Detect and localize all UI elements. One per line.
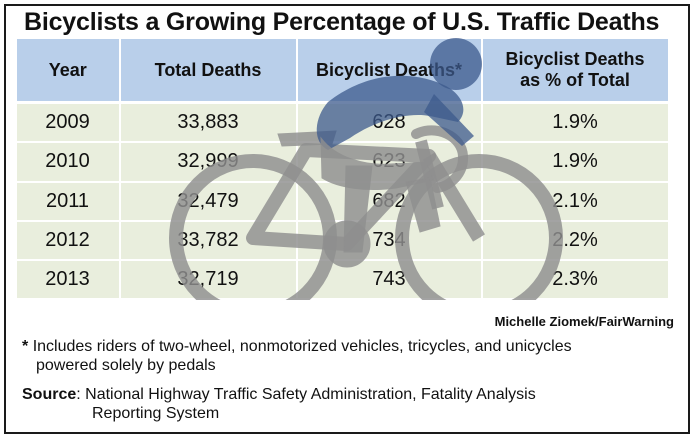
cell-bicyclist-percent: 2.3% <box>481 259 670 301</box>
source-label: Source <box>22 386 77 403</box>
cell-year: 2011 <box>16 181 121 222</box>
data-table-container: Year Total Deaths Bicyclist Deaths* Bicycli… <box>16 38 670 301</box>
cell-bicyclist-deaths: 682 <box>296 181 483 222</box>
header-line: Year <box>48 59 87 80</box>
cell-total-deaths: 32,479 <box>119 181 298 222</box>
footnote: * Includes riders of two-wheel, nonmotor… <box>22 337 662 375</box>
source-line-2: Reporting System <box>92 405 220 422</box>
header-bicyclist-percent: Bicyclist Deaths as % of Total <box>481 38 670 104</box>
source-line-1: : National Highway Traffic Safety Admini… <box>76 386 536 403</box>
cell-total-deaths: 33,782 <box>119 220 298 261</box>
table-row: 2011 32,479 682 2.1% <box>16 181 670 222</box>
cell-year: 2012 <box>16 220 121 261</box>
table-row: 2010 32,999 623 1.9% <box>16 142 670 183</box>
cell-bicyclist-deaths: 628 <box>296 102 483 144</box>
header-total-deaths: Total Deaths <box>119 38 298 104</box>
header-line: as % of Total <box>520 70 630 90</box>
cell-bicyclist-percent: 1.9% <box>481 102 670 144</box>
table-header-row: Year Total Deaths Bicyclist Deaths* Bicycli… <box>16 38 670 104</box>
cell-year: 2013 <box>16 259 121 301</box>
header-line: Bicyclist Deaths <box>505 49 645 69</box>
cell-bicyclist-percent: 2.1% <box>481 181 670 222</box>
cell-year: 2009 <box>16 102 121 144</box>
cell-total-deaths: 32,999 <box>119 142 298 183</box>
cell-bicyclist-deaths: 743 <box>296 259 483 301</box>
cell-total-deaths: 32,719 <box>119 259 298 301</box>
cell-bicyclist-deaths: 623 <box>296 142 483 183</box>
cell-bicyclist-deaths: 734 <box>296 220 483 261</box>
header-bicyclist-deaths: Bicyclist Deaths* <box>296 38 483 104</box>
header-line: Bicyclist Deaths* <box>315 59 463 80</box>
data-table: Year Total Deaths Bicyclist Deaths* Bicycli… <box>16 38 670 301</box>
cell-bicyclist-percent: 1.9% <box>481 142 670 183</box>
source-note: Source: National Highway Traffic Safety … <box>22 385 662 423</box>
cell-bicyclist-percent: 2.2% <box>481 220 670 261</box>
chart-title: Bicyclists a Growing Percentage of U.S. … <box>24 8 660 36</box>
table-row: 2012 33,782 734 2.2% <box>16 220 670 261</box>
table-body: 2009 33,883 628 1.9% 2010 32,999 623 1.9% 2011 32… <box>16 102 670 301</box>
credit-line: Michelle Ziomek/FairWarning <box>494 314 674 329</box>
footnote-line-2: powered solely by pedals <box>36 357 216 374</box>
cell-year: 2010 <box>16 142 121 183</box>
footnote-line-1: Includes riders of two-wheel, nonmotoriz… <box>32 338 572 355</box>
table-row: 2013 32,719 743 2.3% <box>16 259 670 301</box>
header-year: Year <box>16 38 121 104</box>
cell-total-deaths: 33,883 <box>119 102 298 144</box>
header-line: Total Deaths <box>154 59 262 80</box>
table-row: 2009 33,883 628 1.9% <box>16 102 670 144</box>
footnote-marker: * <box>22 338 29 355</box>
